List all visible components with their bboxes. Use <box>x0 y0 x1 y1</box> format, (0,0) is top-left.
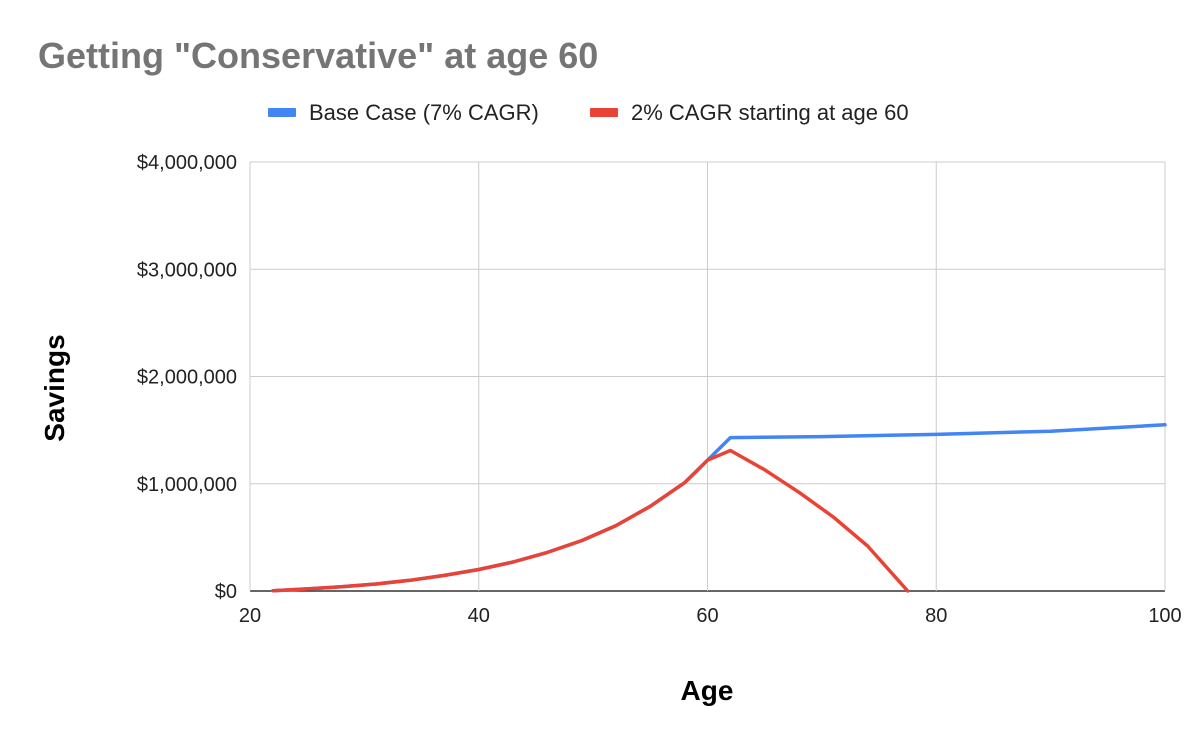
x-axis-title: Age <box>681 675 734 706</box>
series-line-base-case <box>271 423 1167 593</box>
series-line-conservative <box>271 448 910 593</box>
chart-title: Getting "Conservative" at age 60 <box>38 35 598 76</box>
legend-label-base-case: Base Case (7% CAGR) <box>309 100 539 125</box>
x-tick-label: 80 <box>925 605 947 627</box>
x-tick-label: 60 <box>696 605 718 627</box>
y-axis-ticks: $0 $1,000,000 $2,000,000 $3,000,000 $4,000,0… <box>137 152 237 603</box>
y-tick-label: $1,000,000 <box>137 474 237 496</box>
y-tick-label: $2,000,000 <box>137 367 237 389</box>
gridlines <box>249 161 1166 592</box>
legend-swatch-conservative <box>590 108 618 117</box>
x-tick-label: 20 <box>239 605 261 627</box>
x-tick-label: 100 <box>1148 605 1181 627</box>
y-tick-label: $0 <box>215 581 237 603</box>
x-tick-label: 40 <box>468 605 490 627</box>
legend: Base Case (7% CAGR) 2% CAGR starting at … <box>268 100 909 125</box>
y-tick-label: $4,000,000 <box>137 152 237 174</box>
series-lines <box>271 423 1167 593</box>
x-axis-ticks: 20 40 60 80 100 <box>239 605 1182 627</box>
y-axis-title: Savings <box>39 334 70 441</box>
legend-swatch-base-case <box>268 108 296 117</box>
legend-label-conservative: 2% CAGR starting at age 60 <box>631 100 909 125</box>
y-tick-label: $3,000,000 <box>137 259 237 281</box>
